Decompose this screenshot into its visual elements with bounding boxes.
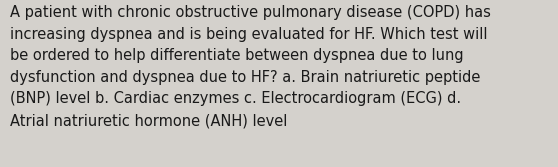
Text: A patient with chronic obstructive pulmonary disease (COPD) has
increasing dyspn: A patient with chronic obstructive pulmo… <box>10 5 491 128</box>
